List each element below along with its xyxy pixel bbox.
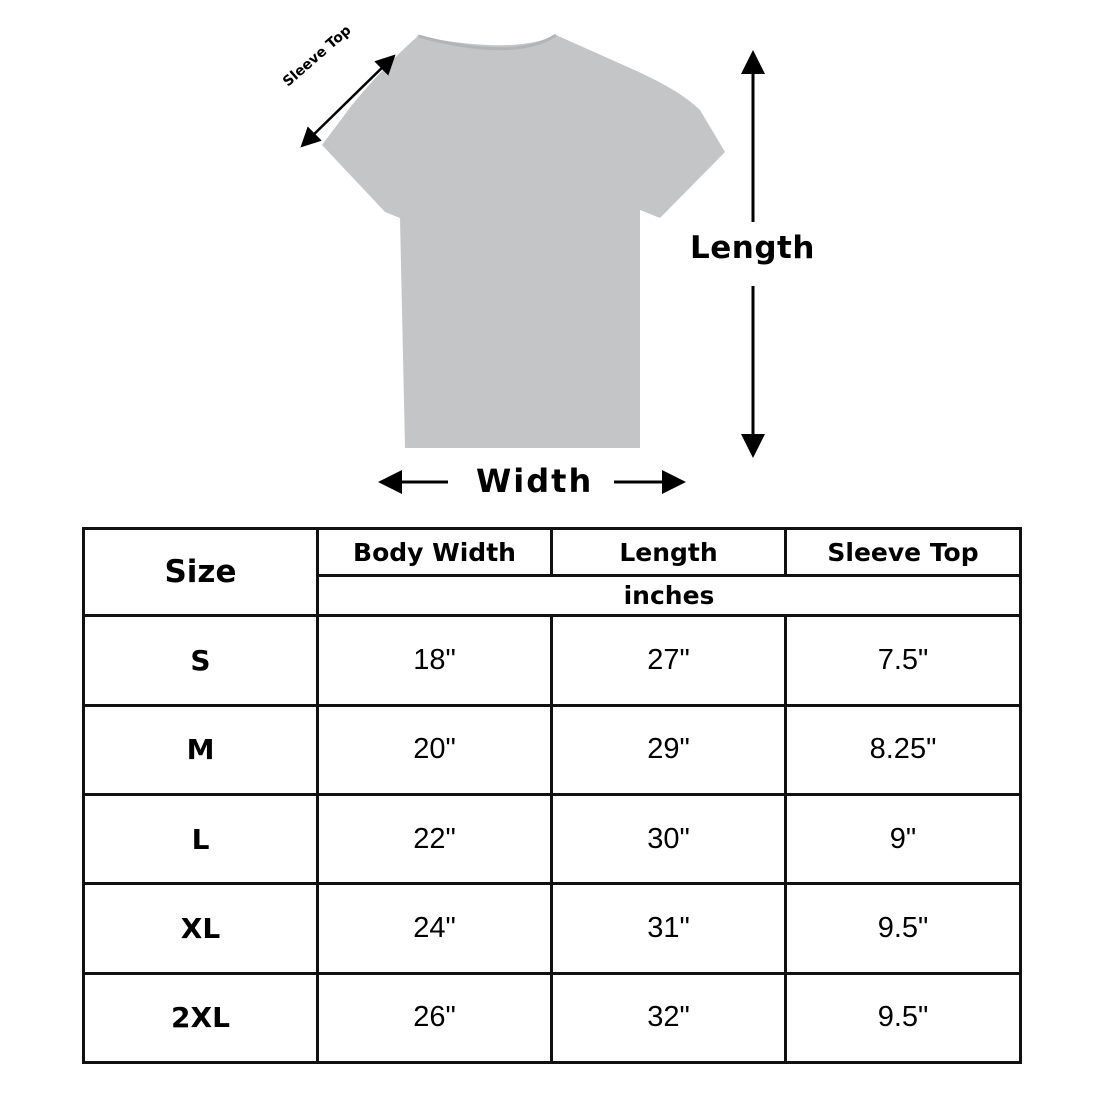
cell-sleeve-top: 7.5" [784, 614, 1022, 707]
cell-size: 2XL [82, 971, 319, 1065]
cell-body-width: 18" [316, 614, 553, 707]
cell-length: 32" [550, 971, 787, 1065]
width-label: Width [476, 462, 594, 500]
length-label: Length [690, 230, 815, 266]
sleeve-top-arrow [300, 54, 396, 148]
header-body-width: Body Width [316, 526, 553, 578]
tshirt-image [322, 35, 725, 448]
cell-sleeve-top: 8.25" [784, 703, 1022, 796]
cell-sleeve-top: 9.5" [784, 971, 1022, 1065]
table-row: 2XL 26" 32" 9.5" [82, 971, 1022, 1065]
header-length: Length [550, 526, 787, 578]
header-row: Size Body Width Length Sleeve Top [82, 526, 1022, 618]
table-row: S 18" 27" 7.5" [82, 614, 1022, 707]
cell-body-width: 20" [316, 703, 553, 796]
cell-size: M [82, 703, 319, 796]
header-unit: inches [316, 574, 1022, 618]
cell-length: 29" [550, 703, 787, 796]
unit-row: inches [84, 574, 1022, 618]
cell-size: L [82, 792, 319, 886]
cell-sleeve-top: 9.5" [784, 882, 1022, 975]
size-chart-table: Size Body Width Length Sleeve Top inches… [82, 526, 1022, 1065]
cell-size: XL [82, 882, 319, 975]
header-size: Size [82, 526, 319, 618]
cell-length: 31" [550, 882, 787, 975]
tshirt-diagram [300, 33, 765, 494]
cell-sleeve-top: 9" [784, 792, 1022, 886]
cell-body-width: 26" [316, 971, 553, 1065]
cell-body-width: 24" [316, 882, 553, 975]
header-sleeve-top: Sleeve Top [784, 526, 1022, 578]
table-row: L 22" 30" 9" [82, 792, 1022, 886]
cell-size: S [82, 614, 319, 707]
table-row: XL 24" 31" 9.5" [82, 882, 1022, 975]
table-row: M 20" 29" 8.25" [82, 703, 1022, 796]
cell-length: 27" [550, 614, 787, 707]
cell-body-width: 22" [316, 792, 553, 886]
cell-length: 30" [550, 792, 787, 886]
